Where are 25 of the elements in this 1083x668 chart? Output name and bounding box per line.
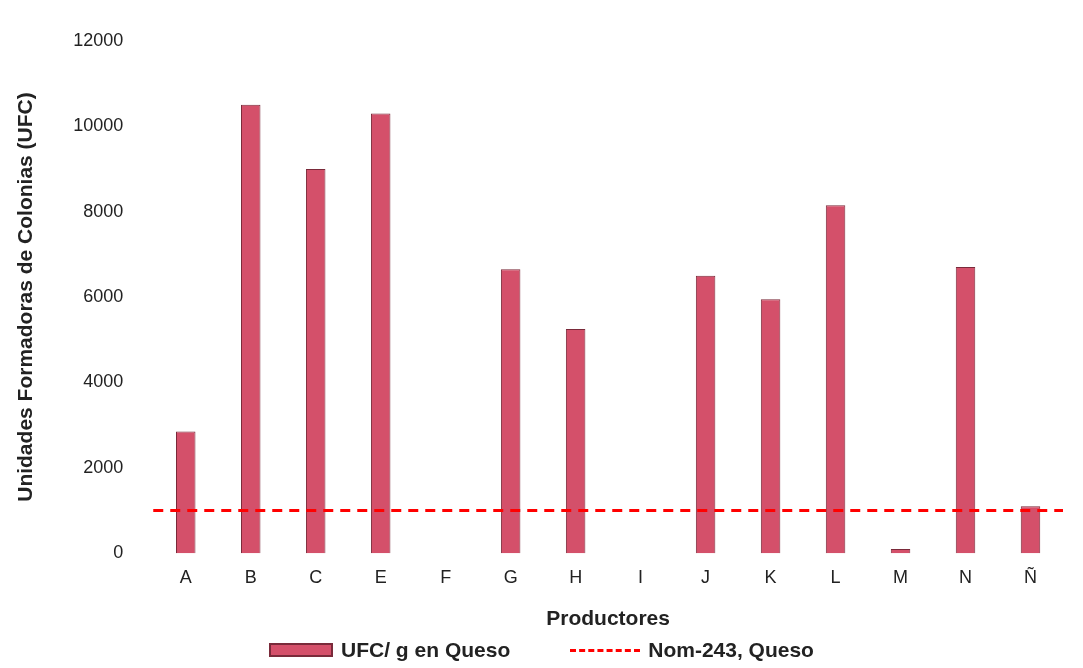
y-tick-label: 10000 xyxy=(73,115,124,136)
y-tick-label: 6000 xyxy=(83,285,124,306)
legend-label: Nom-243, Queso xyxy=(648,638,814,662)
x-tick-label: J xyxy=(701,566,711,587)
y-tick-label: 12000 xyxy=(73,29,124,50)
y-tick-label: 0 xyxy=(113,542,124,563)
y-tick-label: 4000 xyxy=(83,371,124,392)
y-axis-title: Unidades Formadoras de Colonias (UFC) xyxy=(13,92,37,502)
x-axis-title: Productores xyxy=(546,606,670,630)
y-tick-label: 8000 xyxy=(83,200,124,221)
x-tick-label: H xyxy=(569,566,583,587)
x-tick-label: L xyxy=(830,566,841,587)
x-tick-label: A xyxy=(179,566,192,587)
x-tick-label: I xyxy=(638,566,644,587)
x-tick-label: G xyxy=(503,566,518,587)
x-tick-label: N xyxy=(959,566,973,587)
x-tick-label: M xyxy=(893,566,909,587)
x-tick-label: F xyxy=(440,566,452,587)
x-tick-label: E xyxy=(374,566,387,587)
y-tick-label: 2000 xyxy=(83,456,124,477)
legend-label: UFC/ g en Queso xyxy=(341,638,511,662)
x-tick-label: K xyxy=(764,566,777,587)
x-tick-label: C xyxy=(309,566,323,587)
x-tick-label: B xyxy=(244,566,257,587)
x-tick-label: Ñ xyxy=(1024,565,1038,587)
